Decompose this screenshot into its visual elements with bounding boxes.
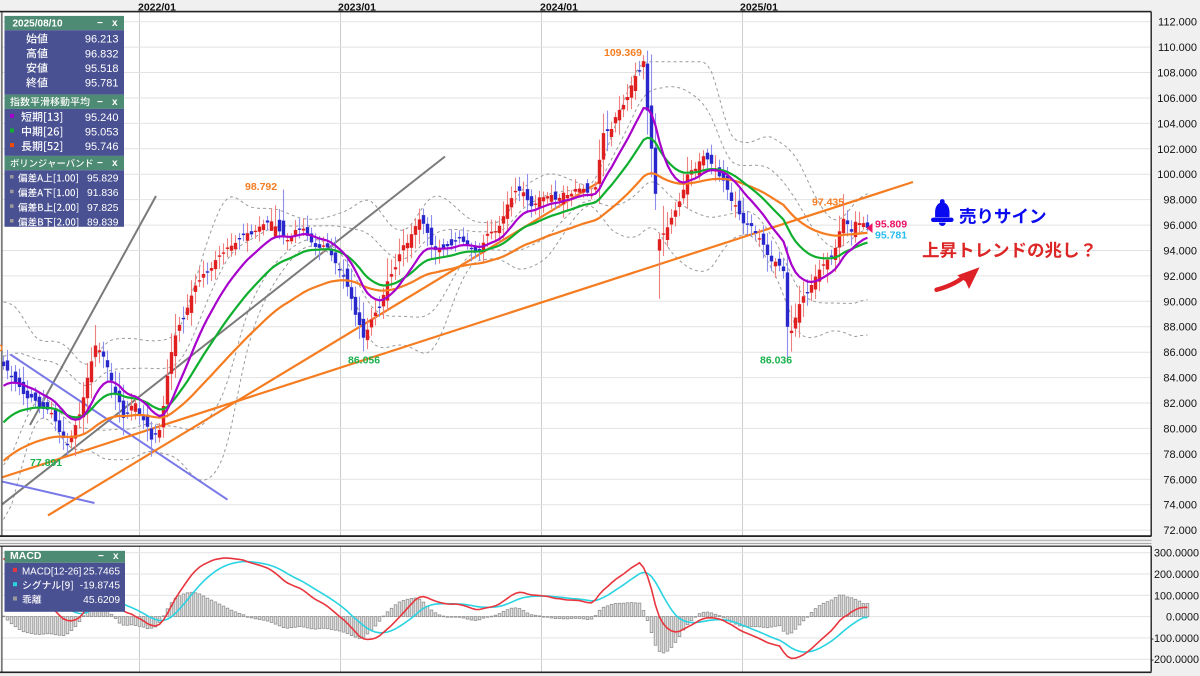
svg-text:95.781: 95.781	[85, 78, 119, 90]
svg-text:91.836: 91.836	[87, 188, 119, 199]
svg-text:108.000: 108.000	[1157, 68, 1197, 80]
svg-text:109.369: 109.369	[604, 47, 642, 59]
svg-text:45.6209: 45.6209	[83, 595, 120, 606]
svg-text:88.000: 88.000	[1163, 322, 1197, 334]
svg-text:2023/01: 2023/01	[338, 2, 376, 14]
svg-text:106.000: 106.000	[1157, 93, 1197, 105]
svg-text:95.053: 95.053	[85, 127, 119, 139]
svg-text:x: x	[112, 18, 118, 29]
svg-text:86.036: 86.036	[760, 355, 792, 367]
svg-text:95.518: 95.518	[85, 63, 119, 75]
svg-text:104.000: 104.000	[1157, 118, 1197, 130]
svg-text:110.000: 110.000	[1158, 42, 1197, 54]
svg-text:78.000: 78.000	[1163, 449, 1197, 461]
svg-text:96.213: 96.213	[85, 34, 119, 46]
svg-text:98.000: 98.000	[1163, 195, 1197, 207]
svg-text:2025/01: 2025/01	[740, 2, 778, 14]
svg-text:95.746: 95.746	[85, 141, 119, 153]
svg-text:77.891: 77.891	[30, 457, 62, 469]
svg-text:-200.0000: -200.0000	[1150, 654, 1199, 666]
svg-text:84.000: 84.000	[1163, 373, 1197, 385]
svg-text:97.435: 97.435	[812, 197, 844, 209]
svg-text:x: x	[113, 551, 119, 562]
svg-text:0.0000: 0.0000	[1166, 612, 1199, 624]
svg-text:25.7465: 25.7465	[83, 566, 120, 577]
svg-text:2024/01: 2024/01	[540, 2, 578, 14]
svg-text:-19.8745: -19.8745	[80, 581, 121, 592]
svg-text:MACD: MACD	[10, 550, 42, 562]
svg-text:89.839: 89.839	[87, 218, 119, 229]
svg-text:−: −	[97, 18, 103, 29]
svg-text:95.781: 95.781	[875, 230, 907, 242]
svg-text:300.0000: 300.0000	[1154, 548, 1199, 560]
svg-text:100.000: 100.000	[1157, 169, 1197, 181]
svg-text:90.000: 90.000	[1163, 296, 1197, 308]
svg-text:95.809: 95.809	[875, 219, 907, 231]
svg-text:80.000: 80.000	[1163, 423, 1197, 435]
svg-text:72.000: 72.000	[1163, 525, 1197, 537]
svg-text:112.000: 112.000	[1158, 17, 1197, 29]
svg-text:86.056: 86.056	[348, 355, 380, 367]
svg-text:100.0000: 100.0000	[1154, 590, 1199, 602]
svg-text:−: −	[98, 551, 104, 562]
svg-text:200.0000: 200.0000	[1154, 569, 1199, 581]
svg-text:96.000: 96.000	[1163, 220, 1197, 232]
svg-text:94.000: 94.000	[1163, 246, 1197, 258]
svg-text:82.000: 82.000	[1163, 398, 1197, 410]
svg-text:-100.0000: -100.0000	[1150, 633, 1199, 645]
svg-text:2022/01: 2022/01	[138, 2, 176, 14]
svg-text:MACD[12-26]: MACD[12-26]	[22, 566, 82, 577]
svg-text:0: 0	[0, 343, 3, 355]
svg-text:96.832: 96.832	[85, 48, 119, 60]
svg-text:−: −	[97, 97, 103, 108]
svg-text:102.000: 102.000	[1157, 144, 1197, 156]
svg-text:74.000: 74.000	[1163, 500, 1197, 512]
svg-text:98.792: 98.792	[245, 181, 277, 193]
svg-text:76.000: 76.000	[1163, 474, 1197, 486]
svg-text:86.000: 86.000	[1163, 347, 1197, 359]
svg-text:x: x	[112, 97, 118, 108]
svg-text:−: −	[97, 158, 103, 169]
svg-text:x: x	[112, 158, 118, 169]
svg-text:97.825: 97.825	[87, 203, 119, 214]
svg-text:92.000: 92.000	[1163, 271, 1197, 283]
svg-text:95.240: 95.240	[85, 112, 119, 124]
svg-text:2025/08/10: 2025/08/10	[13, 19, 63, 30]
svg-text:95.829: 95.829	[87, 174, 119, 185]
